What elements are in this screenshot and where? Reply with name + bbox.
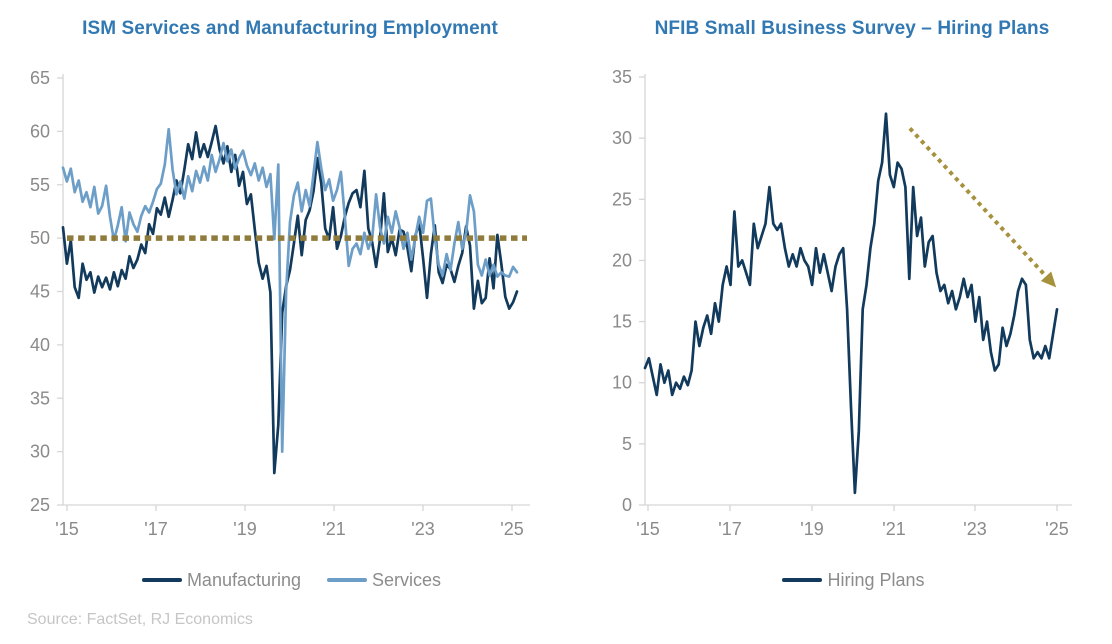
y-tick-label: 45	[30, 282, 50, 302]
legend-ism: Manufacturing Services	[63, 569, 520, 591]
legend-nfib: Hiring Plans	[645, 569, 1062, 591]
y-tick-label: 30	[30, 442, 50, 462]
manufacturing-line	[61, 124, 519, 475]
x-tick-label: '17	[718, 519, 741, 539]
y-tick-label: 0	[622, 495, 632, 515]
y-tick-label: 50	[30, 228, 50, 248]
x-tick-label: '23	[963, 519, 986, 539]
legend-label-services: Services	[372, 569, 442, 590]
y-tick-label: 65	[30, 68, 50, 88]
legend-label-manufacturing: Manufacturing	[186, 569, 302, 590]
manufacturing-line-swatch	[141, 578, 182, 582]
hiring-plans-line-swatch	[782, 578, 823, 582]
chart-title-nfib: NFIB Small Business Survey – Hiring Plan…	[654, 18, 1050, 39]
legend-label-hiring-plans: Hiring Plans	[827, 569, 925, 590]
trend-arrow-shaft	[908, 127, 1049, 280]
x-tick-label: '25	[1045, 519, 1068, 539]
y-tick-label: 15	[612, 312, 632, 332]
services-line-swatch	[327, 578, 368, 582]
y-tick-label: 10	[612, 373, 632, 393]
y-tick-label: 25	[612, 189, 632, 209]
source-note: Source: FactSet, RJ Economics	[27, 611, 253, 628]
x-tick-label: '17	[144, 519, 167, 539]
y-tick-label: 35	[612, 67, 632, 87]
y-tick-label: 25	[30, 495, 50, 515]
services-line	[61, 127, 519, 453]
legend-item-hiring-plans: Hiring Plans	[782, 569, 925, 591]
y-tick-label: 55	[30, 175, 50, 195]
legend-item-manufacturing: Manufacturing	[141, 569, 302, 591]
x-tick-label: '15	[636, 519, 659, 539]
x-tick-label: '15	[55, 519, 78, 539]
hiring-plans-line	[643, 112, 1059, 495]
x-tick-label: '19	[800, 519, 823, 539]
x-tick-label: '21	[882, 519, 905, 539]
x-tick-label: '21	[322, 519, 345, 539]
y-tick-label: 30	[612, 128, 632, 148]
trend-arrow-head	[1040, 271, 1057, 288]
y-tick-label: 35	[30, 388, 50, 408]
x-tick-label: '25	[500, 519, 523, 539]
legend-item-services: Services	[327, 570, 441, 591]
y-tick-label: 20	[612, 250, 632, 270]
y-tick-label: 5	[622, 434, 632, 454]
chart-title-ism: ISM Services and Manufacturing Employmen…	[82, 18, 498, 39]
y-tick-label: 40	[30, 335, 50, 355]
x-tick-label: '23	[411, 519, 434, 539]
y-tick-label: 60	[30, 121, 50, 141]
x-tick-label: '19	[233, 519, 256, 539]
